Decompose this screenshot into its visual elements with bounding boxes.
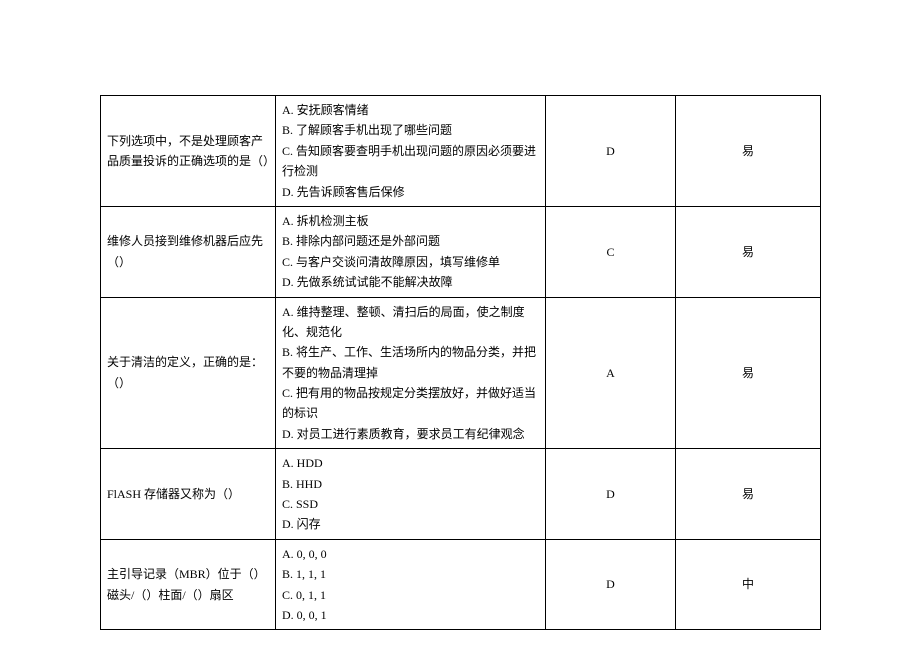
question-cell: 关于清洁的定义，正确的是：（） [101, 297, 276, 449]
question-cell: 下列选项中，不是处理顾客产品质量投诉的正确选项的是（） [101, 96, 276, 207]
option-line: C. 0, 1, 1 [282, 585, 539, 605]
question-table: 下列选项中，不是处理顾客产品质量投诉的正确选项的是（）A. 安抚顾客情绪B. 了… [100, 95, 821, 630]
option-line: D. 先告诉顾客售后保修 [282, 182, 539, 202]
table-body: 下列选项中，不是处理顾客产品质量投诉的正确选项的是（）A. 安抚顾客情绪B. 了… [101, 96, 821, 630]
option-line: B. 1, 1, 1 [282, 564, 539, 584]
options-cell: A. 拆机检测主板B. 排除内部问题还是外部问题C. 与客户交谈问清故障原因，填… [276, 206, 546, 297]
table-row: 维修人员接到维修机器后应先（）A. 拆机检测主板B. 排除内部问题还是外部问题C… [101, 206, 821, 297]
table-row: 主引导记录（MBR）位于（）磁头/（）柱面/（）扇区A. 0, 0, 0B. 1… [101, 539, 821, 630]
answer-cell: D [546, 96, 676, 207]
option-line: A. 安抚顾客情绪 [282, 100, 539, 120]
difficulty-cell: 易 [676, 449, 821, 540]
difficulty-cell: 易 [676, 96, 821, 207]
question-cell: 主引导记录（MBR）位于（）磁头/（）柱面/（）扇区 [101, 539, 276, 630]
options-cell: A. HDDB. HHDC. SSDD. 闪存 [276, 449, 546, 540]
table-row: 下列选项中，不是处理顾客产品质量投诉的正确选项的是（）A. 安抚顾客情绪B. 了… [101, 96, 821, 207]
difficulty-cell: 中 [676, 539, 821, 630]
option-line: D. 对员工进行素质教育，要求员工有纪律观念 [282, 424, 539, 444]
option-line: D. 0, 0, 1 [282, 605, 539, 625]
options-cell: A. 维持整理、整顿、清扫后的局面，使之制度化、规范化B. 将生产、工作、生活场… [276, 297, 546, 449]
option-line: A. 拆机检测主板 [282, 211, 539, 231]
answer-cell: C [546, 206, 676, 297]
option-line: B. 了解顾客手机出现了哪些问题 [282, 120, 539, 140]
option-line: D. 闪存 [282, 514, 539, 534]
option-line: C. 把有用的物品按规定分类摆放好，并做好适当的标识 [282, 383, 539, 424]
answer-cell: D [546, 539, 676, 630]
answer-cell: D [546, 449, 676, 540]
option-line: A. 0, 0, 0 [282, 544, 539, 564]
option-line: C. 告知顾客要查明手机出现问题的原因必须要进行检测 [282, 141, 539, 182]
option-line: B. HHD [282, 474, 539, 494]
table-row: 关于清洁的定义，正确的是：（）A. 维持整理、整顿、清扫后的局面，使之制度化、规… [101, 297, 821, 449]
option-line: B. 排除内部问题还是外部问题 [282, 231, 539, 251]
page: 下列选项中，不是处理顾客产品质量投诉的正确选项的是（）A. 安抚顾客情绪B. 了… [0, 0, 920, 651]
question-cell: FlASH 存储器又称为（） [101, 449, 276, 540]
option-line: C. 与客户交谈问清故障原因，填写维修单 [282, 252, 539, 272]
difficulty-cell: 易 [676, 206, 821, 297]
difficulty-cell: 易 [676, 297, 821, 449]
option-line: A. HDD [282, 453, 539, 473]
option-line: A. 维持整理、整顿、清扫后的局面，使之制度化、规范化 [282, 302, 539, 343]
options-cell: A. 0, 0, 0B. 1, 1, 1C. 0, 1, 1D. 0, 0, 1 [276, 539, 546, 630]
answer-cell: A [546, 297, 676, 449]
question-cell: 维修人员接到维修机器后应先（） [101, 206, 276, 297]
option-line: C. SSD [282, 494, 539, 514]
option-line: D. 先做系统试试能不能解决故障 [282, 272, 539, 292]
table-row: FlASH 存储器又称为（）A. HDDB. HHDC. SSDD. 闪存D易 [101, 449, 821, 540]
options-cell: A. 安抚顾客情绪B. 了解顾客手机出现了哪些问题C. 告知顾客要查明手机出现问… [276, 96, 546, 207]
option-line: B. 将生产、工作、生活场所内的物品分类，并把不要的物品清理掉 [282, 342, 539, 383]
